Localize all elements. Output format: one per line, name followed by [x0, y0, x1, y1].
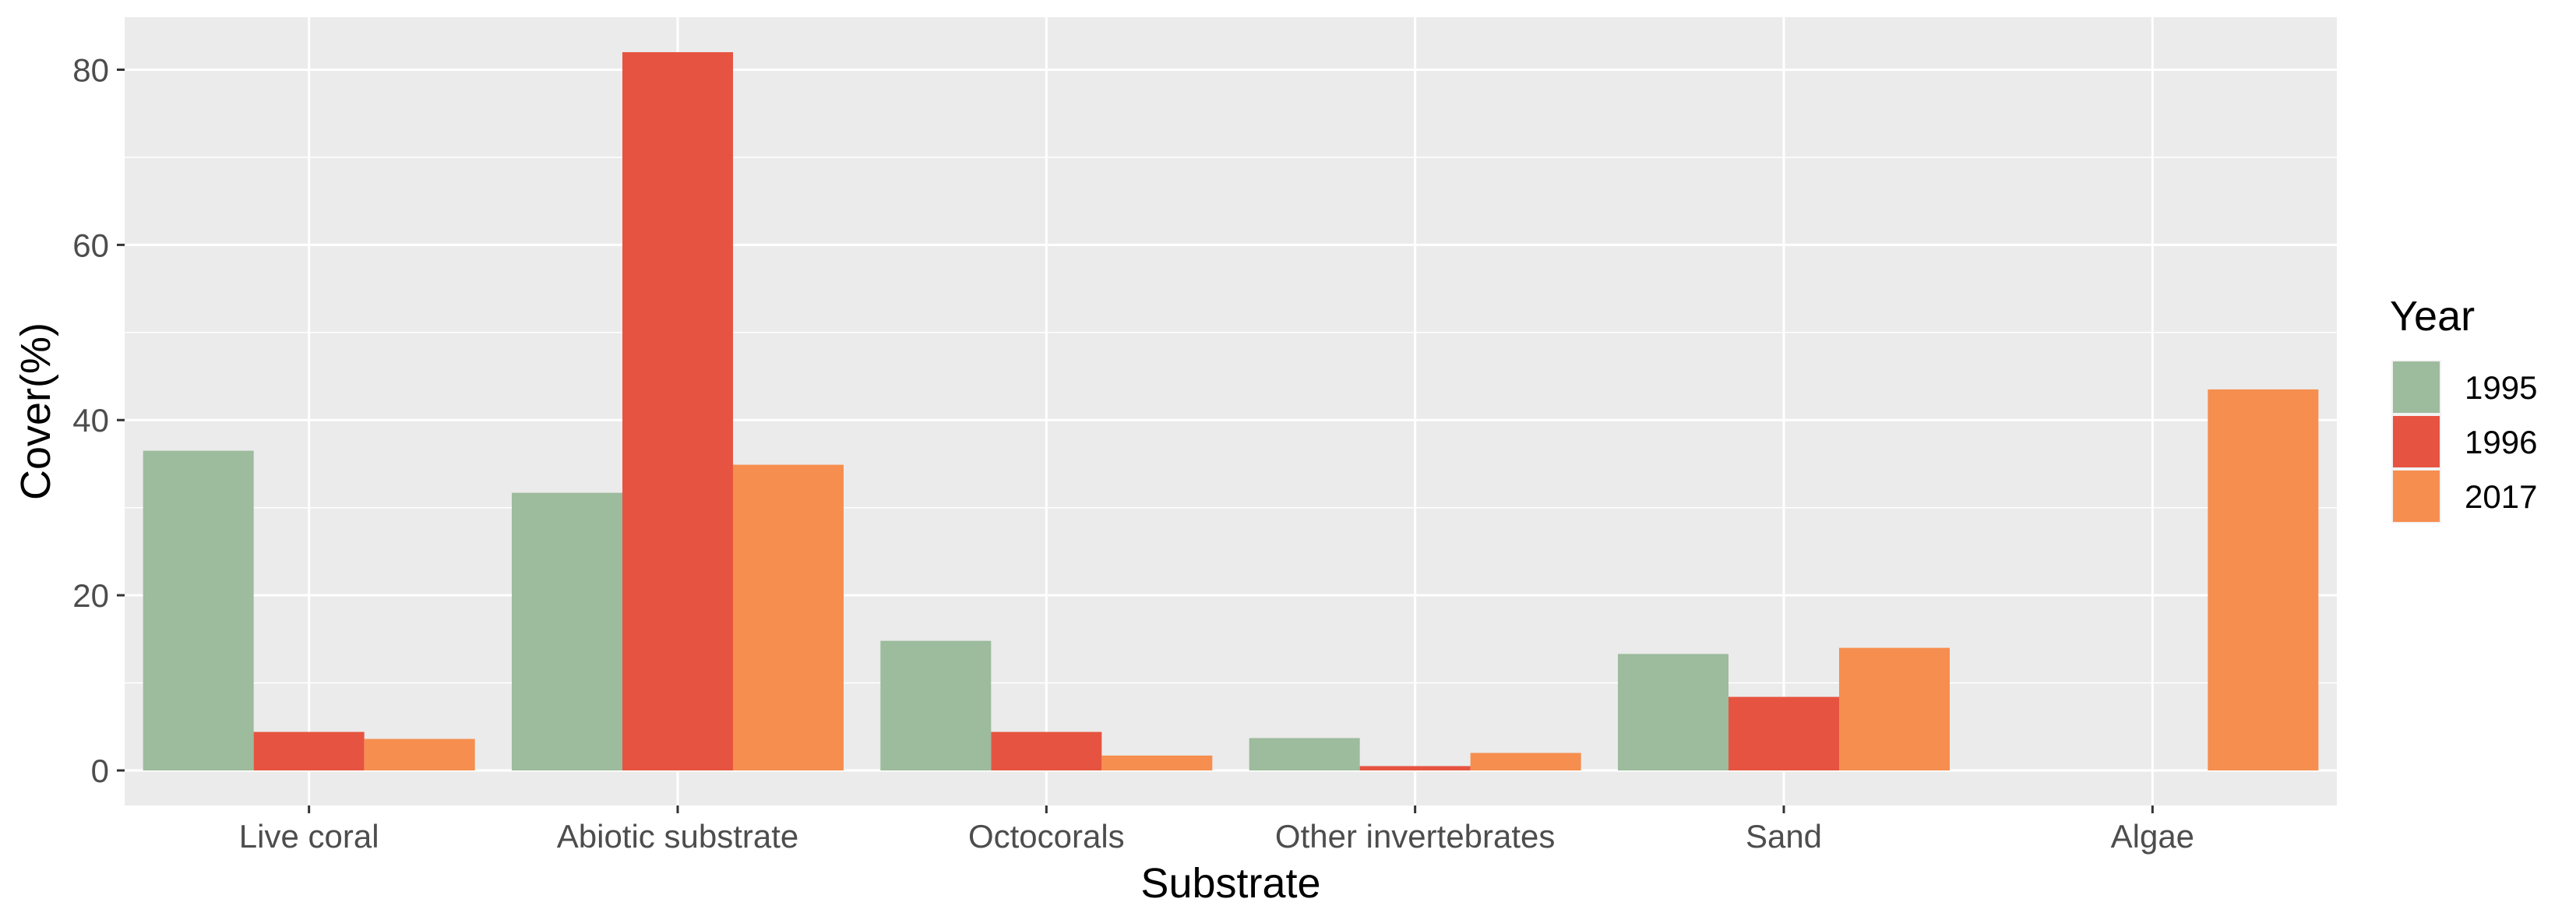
bar-2017-other-invertebrates: [1470, 753, 1581, 771]
bar-2017-algae: [2208, 389, 2319, 771]
legend-label-2017: 2017: [2465, 478, 2537, 515]
x-tick-label: Abiotic substrate: [557, 818, 799, 855]
bar-1995-abiotic-substrate: [512, 492, 622, 771]
y-tick-label: 20: [72, 577, 109, 614]
bar-2017-live-coral: [364, 738, 475, 771]
legend-key-1996: [2393, 416, 2440, 467]
y-tick-label: 60: [72, 227, 109, 263]
bar-1996-sand: [1728, 696, 1839, 771]
legend-label-1996: 1996: [2465, 424, 2537, 460]
bar-2017-sand: [1839, 647, 1950, 771]
bar-1995-sand: [1618, 654, 1728, 771]
bar-1995-octocorals: [880, 640, 992, 771]
x-axis-ticks: Live coral Abiotic substrate Octocorals Oth…: [239, 805, 2194, 855]
x-tick-label: Sand: [1746, 818, 1822, 855]
y-axis-ticks: 0 20 40 60 80: [72, 51, 125, 789]
x-tick-label: Live coral: [239, 818, 379, 855]
bar-1996-abiotic-substrate: [622, 51, 733, 771]
y-tick-label: 80: [72, 51, 109, 88]
panel-background: [125, 17, 2337, 805]
y-tick-label: 40: [72, 402, 109, 439]
legend-key-1995: [2393, 361, 2440, 413]
bar-1995-other-invertebrates: [1249, 738, 1360, 771]
minor-gridlines: [125, 157, 2337, 684]
y-axis-title: Cover(%): [12, 323, 59, 500]
legend: Year 1995 1996 2017: [2390, 293, 2537, 523]
bar-1996-other-invertebrates: [1359, 766, 1471, 771]
bar-1996-live-coral: [253, 731, 365, 771]
legend-key-2017: [2393, 471, 2440, 522]
bars: [143, 51, 2319, 771]
bar-2017-octocorals: [1101, 755, 1213, 771]
x-axis-title: Substrate: [1140, 860, 1320, 907]
x-tick-label: Octocorals: [968, 818, 1125, 855]
y-tick-label: 0: [91, 753, 109, 789]
x-tick-label: Algae: [2111, 818, 2194, 855]
legend-title: Year: [2390, 293, 2475, 340]
bar-2017-abiotic-substrate: [733, 464, 844, 771]
bar-1995-live-coral: [143, 450, 254, 771]
legend-label-1995: 1995: [2465, 369, 2537, 406]
bar-1996-octocorals: [991, 731, 1102, 771]
x-tick-label: Other invertebrates: [1275, 818, 1556, 855]
